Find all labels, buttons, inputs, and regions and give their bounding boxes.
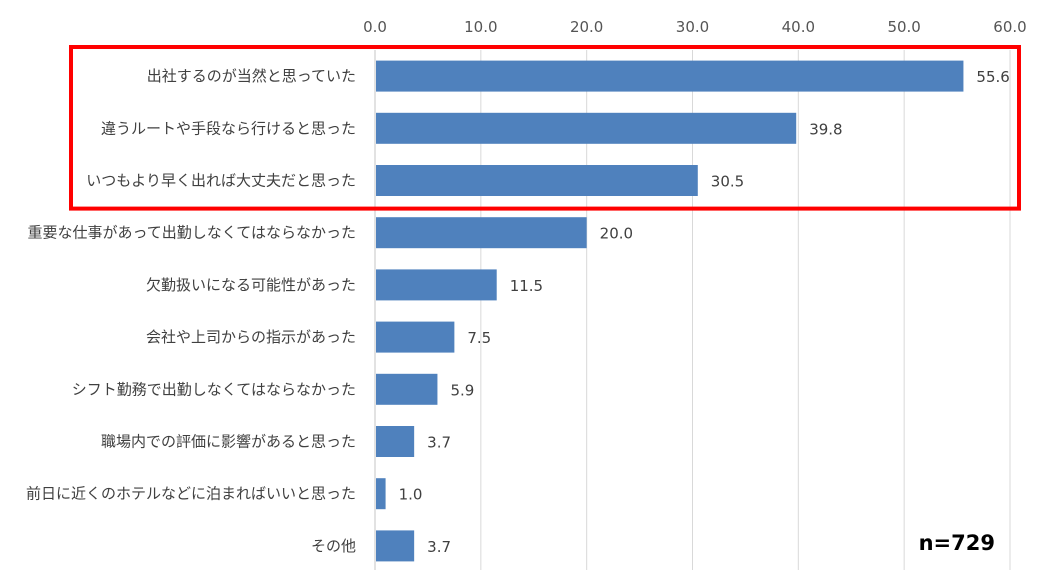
tick-label: 10.0 [464, 18, 497, 36]
data-label: 55.6 [976, 68, 1009, 86]
category-labels: 出社するのが当然と思っていた違うルートや手段なら行けると思ったいつもより早く出れ… [26, 67, 356, 555]
data-label: 20.0 [600, 225, 633, 243]
data-label: 3.7 [427, 538, 451, 556]
tick-label: 50.0 [887, 18, 920, 36]
tick-label: 0.0 [363, 18, 387, 36]
bar [376, 269, 497, 301]
tick-label: 30.0 [676, 18, 709, 36]
bar [376, 165, 698, 196]
data-label: 11.5 [510, 277, 543, 295]
bar [376, 426, 415, 457]
category-label: 職場内での評価に影響があると思った [101, 433, 356, 451]
bar [376, 217, 587, 249]
bar [376, 530, 415, 562]
category-label: 会社や上司からの指示があった [146, 328, 356, 346]
data-label: 7.5 [467, 329, 491, 347]
axis-tick-labels: 0.0 10.0 20.0 30.0 40.0 50.0 60.0 [363, 18, 1027, 36]
highlight-box [69, 45, 1021, 211]
bar [376, 60, 964, 92]
data-labels: 55.6 39.8 30.5 20.0 11.5 7.5 5.9 3.7 1.0 3.7 [399, 68, 1010, 556]
data-label: 30.5 [711, 173, 744, 191]
category-label: 重要な仕事があって出勤しなくてはならなかった [27, 224, 356, 242]
category-label: 前日に近くのホテルなどに泊まればいいと思った [26, 485, 356, 503]
bar [376, 321, 455, 353]
bar [376, 478, 386, 510]
data-label: 5.9 [450, 381, 474, 399]
tick-label: 40.0 [782, 18, 815, 36]
bar [376, 373, 438, 405]
sample-size-label: n=729 [919, 531, 995, 555]
data-label: 1.0 [399, 486, 423, 504]
category-label: その他 [311, 537, 356, 555]
category-label: いつもより早く出れば大丈夫だと思った [86, 172, 356, 190]
bar [376, 112, 797, 144]
data-label: 39.8 [809, 120, 842, 138]
category-label: 違うルートや手段なら行けると思った [101, 119, 356, 137]
category-label: 出社するのが当然と思っていた [147, 67, 356, 85]
tick-label: 60.0 [993, 18, 1026, 36]
tick-label: 20.0 [570, 18, 603, 36]
data-label: 3.7 [427, 434, 451, 452]
bars [376, 60, 964, 562]
category-label: シフト勤務で出勤しなくてはならなかった [72, 380, 356, 398]
category-label: 欠勤扱いになる可能性があった [146, 276, 356, 294]
